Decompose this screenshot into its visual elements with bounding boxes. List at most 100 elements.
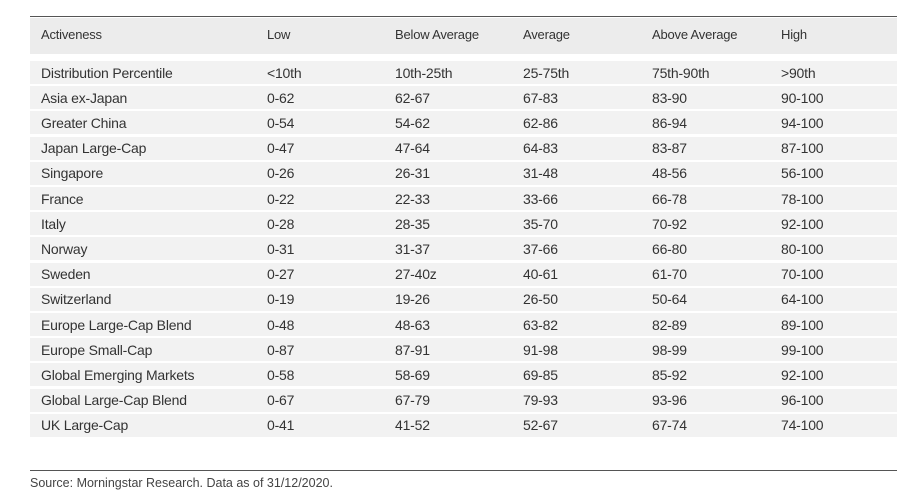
table-cell: 25-75th	[523, 64, 570, 81]
source-prefix: Source:	[30, 476, 77, 490]
row-background	[30, 363, 897, 387]
header-cell: Average	[523, 27, 570, 42]
table-cell: 67-83	[523, 89, 558, 106]
header-cell: Activeness	[41, 27, 102, 42]
table-cell: 22-33	[395, 190, 430, 207]
table-cell: 28-35	[395, 215, 430, 232]
table-cell: 54-62	[395, 114, 430, 131]
table-cell: 58-69	[395, 366, 430, 383]
table-cell: 80-100	[781, 240, 824, 257]
table-cell: 96-100	[781, 392, 824, 409]
row-label: Switzerland	[41, 291, 112, 308]
table-cell: 90-100	[781, 89, 824, 106]
header-cell: High	[781, 27, 807, 42]
row-background	[30, 237, 897, 261]
row-label: Singapore	[41, 165, 104, 182]
table-cell: 86-94	[652, 114, 687, 131]
row-background	[30, 313, 897, 336]
table-cell: 78-100	[781, 190, 824, 207]
table-cell: 70-92	[652, 215, 687, 232]
table-cell: 74-100	[781, 417, 824, 434]
header-cell: Above Average	[652, 27, 738, 42]
row-label: Norway	[41, 240, 88, 257]
row-background	[30, 161, 897, 185]
table-cell: 99-100	[781, 341, 824, 358]
row-label: Distribution Percentile	[41, 64, 173, 81]
table-cell: 79-93	[523, 392, 558, 409]
table-cell: 0-67	[267, 392, 295, 409]
table-cell: 82-89	[652, 316, 687, 333]
table-cell: 94-100	[781, 114, 824, 131]
table-cell: 19-26	[395, 291, 430, 308]
table-cell: 67-74	[652, 417, 687, 434]
table-cell: 56-100	[781, 165, 824, 182]
table-cell: 87-91	[395, 341, 430, 358]
table-cell: 92-100	[781, 366, 824, 383]
row-label: Global Emerging Markets	[41, 366, 195, 383]
table-cell: 26-31	[395, 165, 430, 182]
table-cell: 0-47	[267, 140, 295, 157]
table-cell: 64-100	[781, 291, 824, 308]
header-background	[30, 18, 897, 54]
table-cell: 87-100	[781, 140, 824, 157]
table-cell: 50-64	[652, 291, 687, 308]
row-background	[30, 212, 897, 236]
table-cell: 0-87	[267, 341, 295, 358]
row-label: Japan Large-Cap	[41, 140, 147, 157]
table-cell: 47-64	[395, 140, 430, 157]
table-cell: 0-26	[267, 165, 295, 182]
table-cell: 92-100	[781, 215, 824, 232]
row-background	[30, 111, 897, 135]
table-cell: 48-56	[652, 165, 687, 182]
table-cell: 61-70	[652, 266, 687, 283]
source-note: Source: Morningstar Research. Data as of…	[30, 476, 333, 490]
top-rule	[30, 16, 897, 17]
table-cell: 35-70	[523, 215, 558, 232]
table-cell: 41-52	[395, 417, 430, 434]
table-cell: 70-100	[781, 266, 824, 283]
row-background	[30, 287, 897, 311]
table-cell: 85-92	[652, 366, 687, 383]
row-label: UK Large-Cap	[41, 417, 129, 434]
table-cell: 0-62	[267, 89, 295, 106]
row-label: Europe Large-Cap Blend	[41, 316, 192, 333]
table-cell: 69-85	[523, 366, 558, 383]
table-cell: 48-63	[395, 316, 430, 333]
table-cell: 83-90	[652, 89, 687, 106]
row-label: France	[41, 190, 84, 207]
table-cell: 40-61	[523, 266, 558, 283]
header-cell: Below Average	[395, 27, 479, 42]
table-cell: 83-87	[652, 140, 687, 157]
table-cell: 0-28	[267, 215, 295, 232]
row-background	[30, 136, 897, 160]
table-cell: 66-78	[652, 190, 687, 207]
table-cell: 26-50	[523, 291, 558, 308]
table-cell: 62-86	[523, 114, 558, 131]
table-cell: 0-58	[267, 366, 295, 383]
table-cell: 89-100	[781, 316, 824, 333]
table-cell: 37-66	[523, 240, 558, 257]
row-label: Greater China	[41, 114, 127, 131]
table-cell: >90th	[781, 64, 816, 81]
table-cell: 64-83	[523, 140, 558, 157]
table-cell: 0-27	[267, 266, 295, 283]
row-label: Sweden	[41, 266, 91, 283]
table-cell: 91-98	[523, 341, 558, 358]
table-cell: 0-19	[267, 291, 295, 308]
row-background	[30, 338, 897, 362]
table-cell: 0-48	[267, 316, 295, 333]
row-background	[30, 388, 897, 412]
table-cell: 63-82	[523, 316, 558, 333]
table-cell: 62-67	[395, 89, 430, 106]
table-cell: 31-48	[523, 165, 558, 182]
table-cell: 93-96	[652, 392, 687, 409]
table-cell: 75th-90th	[652, 64, 710, 81]
bottom-rule	[30, 470, 897, 471]
row-label: Europe Small-Cap	[41, 341, 153, 358]
row-label: Italy	[41, 215, 66, 232]
row-background	[30, 61, 897, 84]
table-cell: 0-22	[267, 190, 295, 207]
table-cell: 52-67	[523, 417, 558, 434]
table-cell: 67-79	[395, 392, 430, 409]
